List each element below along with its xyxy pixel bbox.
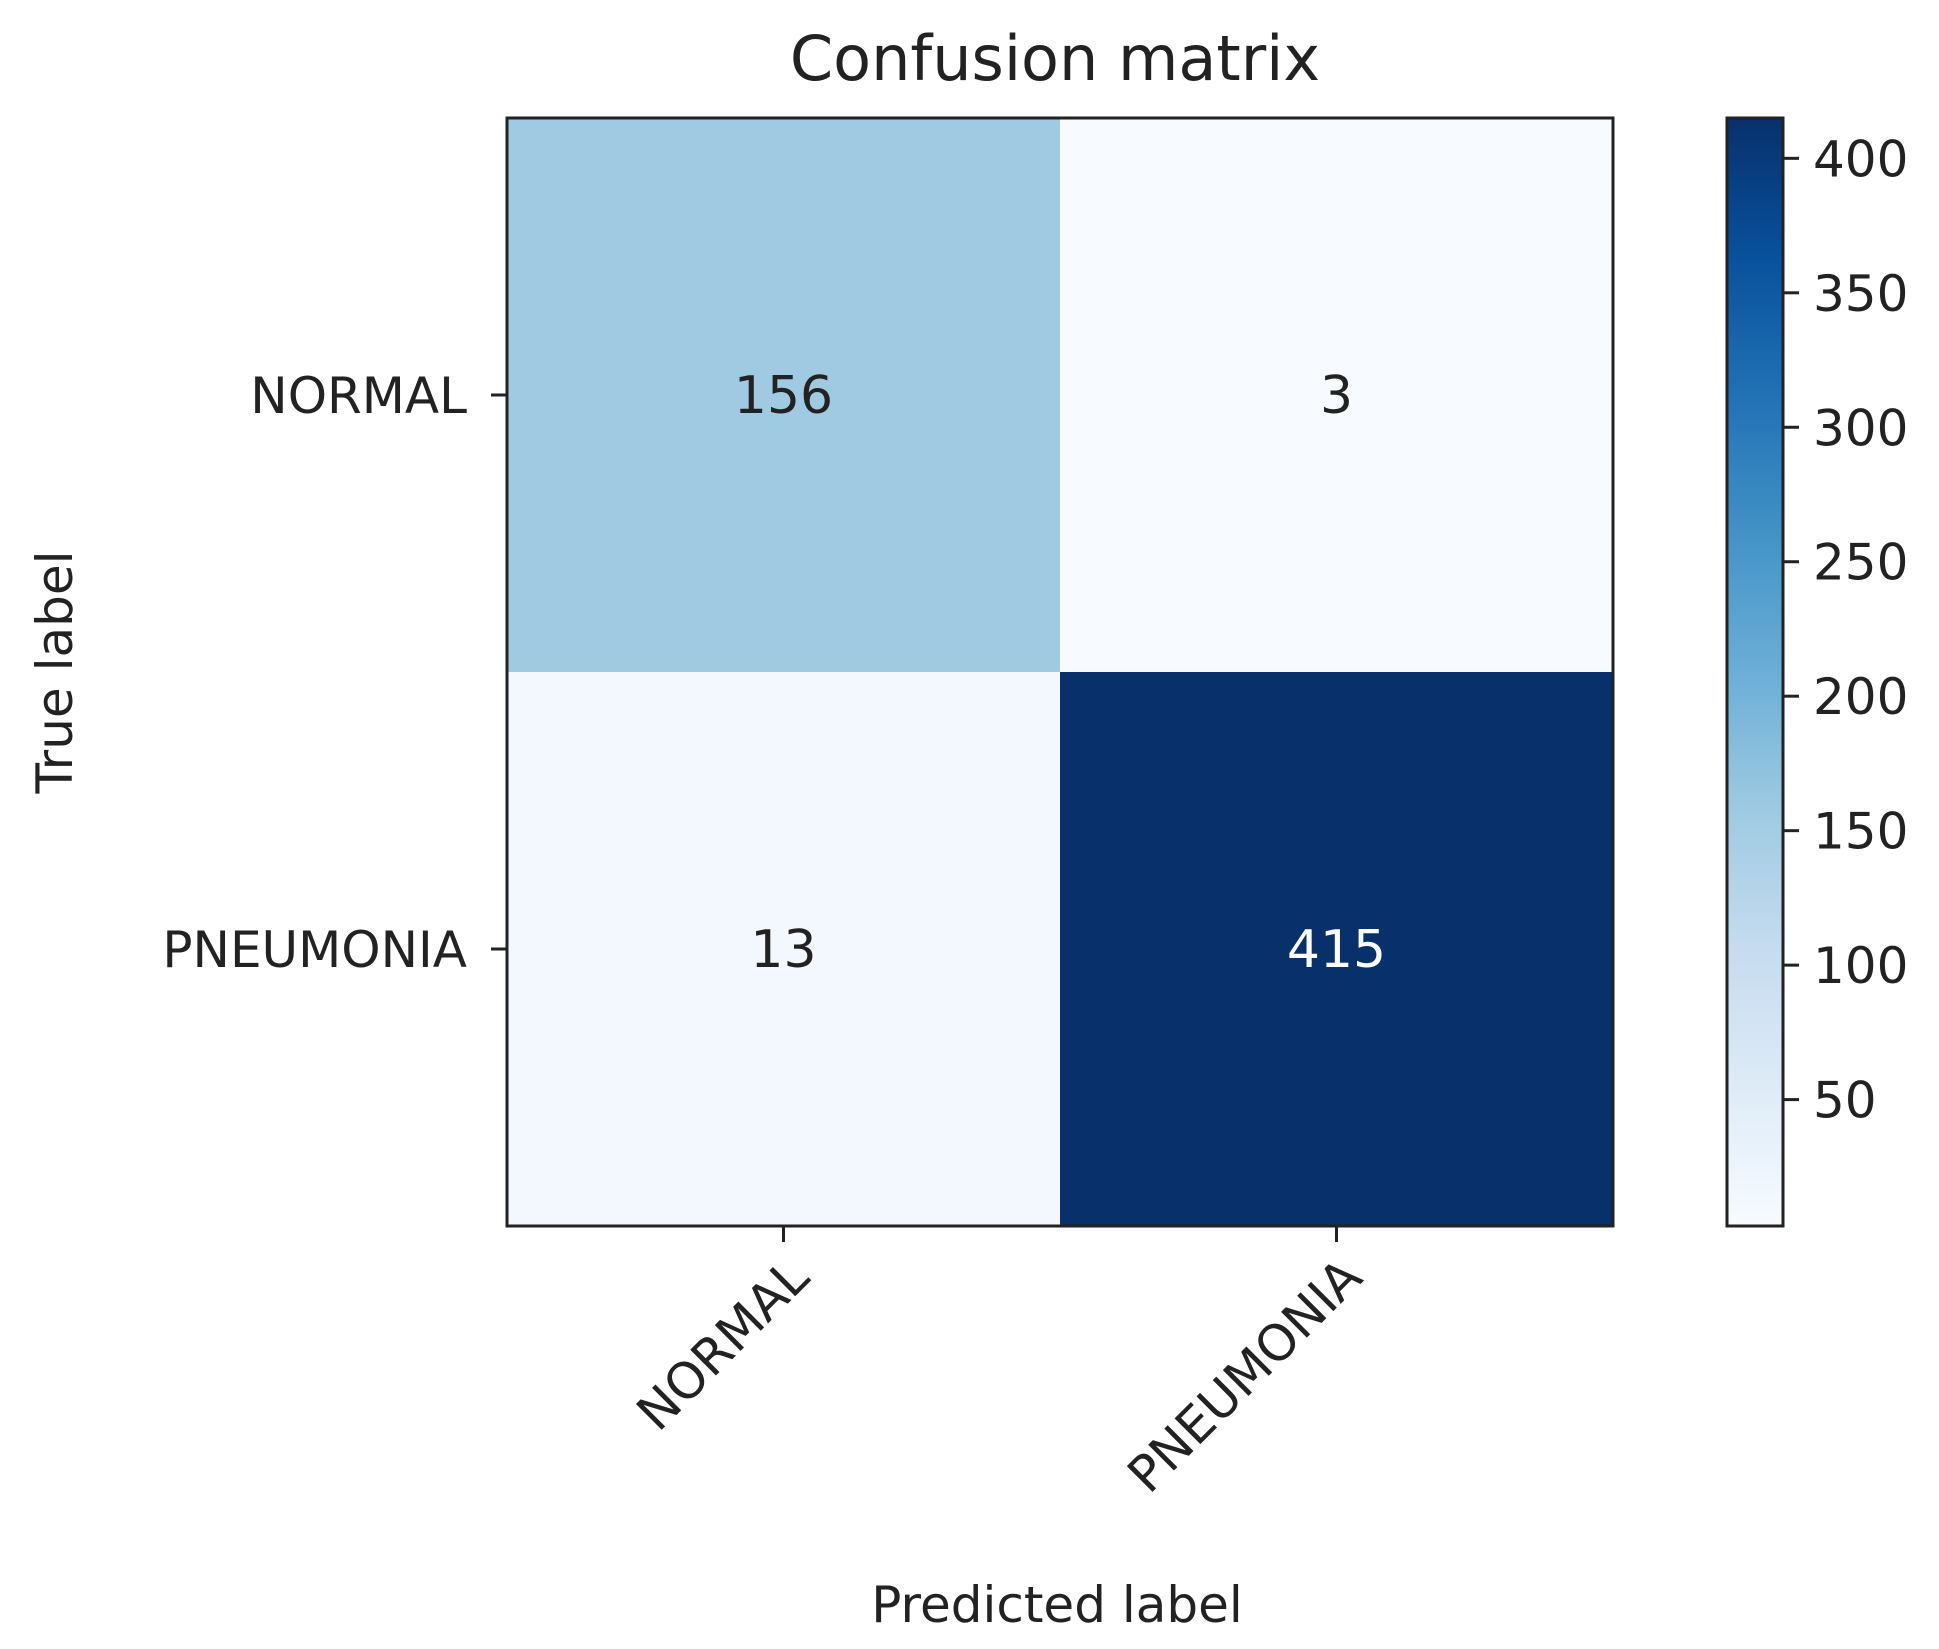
cell-value-r1-c1: 415 [1287,920,1386,980]
cell-r0-c1 [1060,118,1613,672]
x-axis-label: Predicted label [871,1576,1243,1634]
cell-r1-c0 [507,672,1060,1226]
y-axis-label: True label [26,550,84,794]
heatmap-cells: 156 3 13 415 [507,118,1613,1226]
colorbar-tick-label-4: 250 [1813,534,1908,592]
x-axis-ticks: NORMAL PNEUMONIA [626,1226,1373,1504]
colorbar-tick-label-0: 50 [1813,1072,1877,1130]
colorbar-tick-label-6: 350 [1813,265,1908,323]
x-tick-label-0: NORMAL [626,1247,820,1441]
colorbar-tick-label-2: 150 [1813,803,1908,861]
cell-r0-c0 [507,118,1060,672]
cell-value-r0-c0: 156 [734,366,833,426]
plot-frame [505,116,1615,1228]
y-tick-label-0: NORMAL [250,367,467,425]
cell-value-r1-c0: 13 [750,920,816,980]
colorbar-tick-label-3: 200 [1813,668,1908,726]
cell-value-r0-c1: 3 [1320,366,1353,426]
colorbar-tick-label-1: 100 [1813,937,1908,995]
colorbar-tick-label-7: 400 [1813,130,1908,188]
colorbar [1725,116,1785,1228]
y-tick-label-1: PNEUMONIA [162,921,467,979]
x-tick-label-1: PNEUMONIA [1117,1247,1373,1503]
y-axis-ticks: NORMAL PNEUMONIA [162,367,507,979]
cell-r1-c1 [1060,672,1613,1226]
chart-title: Confusion matrix [790,22,1320,95]
colorbar-ticks: 50 100 150 200 250 300 350 400 [1783,130,1908,1130]
colorbar-tick-label-5: 300 [1813,399,1908,457]
